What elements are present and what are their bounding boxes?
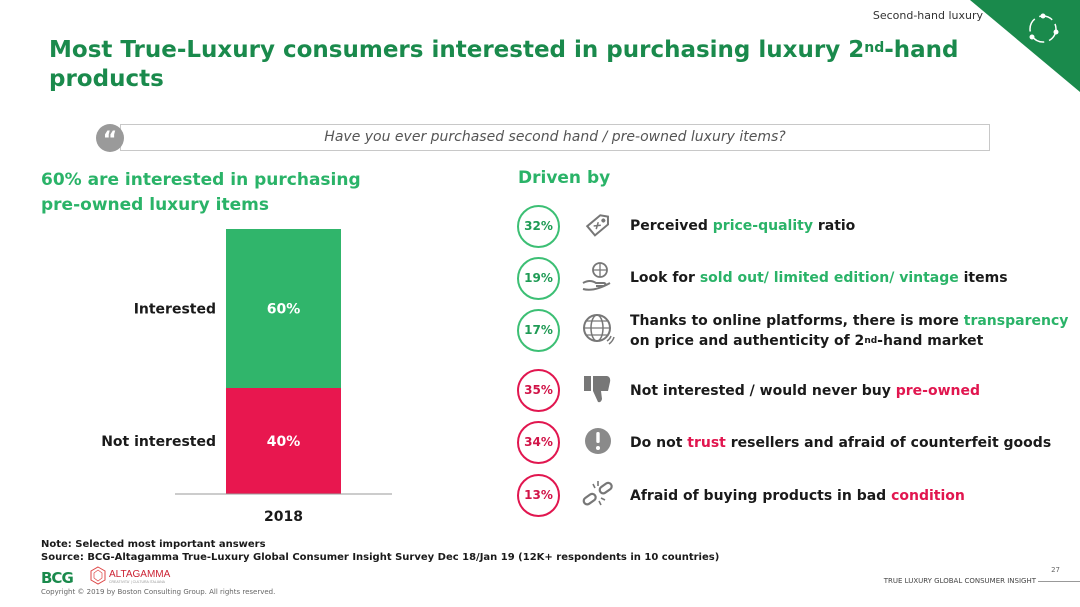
driven-by-heading: Driven by — [518, 168, 611, 188]
section-tag: Second-hand luxury — [872, 9, 983, 22]
driver-pct-2: 19% — [517, 257, 560, 300]
source-note: Note: Selected most important answers Sou… — [41, 539, 720, 563]
driver-pct-3: 17% — [517, 309, 560, 352]
data-label-interested: 60% — [267, 302, 301, 318]
legend-label-interested: Interested — [134, 302, 216, 318]
driver-text-2: Look for sold out/ limited edition/ vint… — [630, 270, 1008, 286]
x-tick-label: 2018 — [264, 509, 303, 525]
left-heading: 60% are interested in purchasing pre-own… — [41, 170, 361, 215]
data-label-not-interested: 40% — [267, 434, 301, 450]
copyright: Copyright © 2019 by Boston Consulting Gr… — [41, 588, 276, 596]
broken-chain-icon — [582, 481, 613, 506]
bcg-logo: BCG — [41, 569, 74, 587]
survey-question: Have you ever purchased second hand / pr… — [324, 129, 786, 145]
hand-globe-icon — [582, 262, 611, 291]
driver-pct-6: 13% — [517, 474, 560, 517]
globe-icon — [583, 314, 615, 345]
svg-text:ALTAGAMMA: ALTAGAMMA — [109, 569, 171, 580]
exclamation-icon — [585, 428, 611, 454]
bar-not-interested — [226, 388, 341, 494]
driver-pct-4: 35% — [517, 369, 560, 412]
driver-pct-1: 32% — [517, 205, 560, 248]
stacked-bar-chart: 40% Not interested 60% Interested 2018 — [101, 229, 392, 525]
driver-pct-5: 34% — [517, 421, 560, 464]
bar-interested — [226, 229, 341, 388]
driver-text-1: Perceived price-quality ratio — [630, 218, 856, 234]
page-number: 27 — [1051, 566, 1060, 574]
quote-icon: “ — [96, 124, 124, 153]
svg-text:CREATIVITA' | CULTURA ITALIANA: CREATIVITA' | CULTURA ITALIANA — [109, 580, 166, 584]
corner-emblem — [970, 0, 1080, 92]
footer-label: TRUE LUXURY GLOBAL CONSUMER INSIGHT — [883, 577, 1036, 585]
driver-text-6: Afraid of buying products in bad conditi… — [630, 488, 965, 504]
footer-line — [1038, 581, 1080, 582]
thumbs-down-icon — [584, 376, 611, 403]
altagamma-logo: ALTAGAMMA CREATIVITA' | CULTURA ITALIANA — [90, 566, 171, 585]
driver-text-3: Thanks to online platforms, there is mor… — [630, 313, 1069, 349]
driver-text-4: Not interested / would never buy pre-own… — [630, 383, 981, 399]
driver-text-5: Do not trust resellers and afraid of cou… — [630, 435, 1052, 451]
page-title: Most True-Luxury consumers interested in… — [49, 37, 959, 92]
legend-label-not-interested: Not interested — [101, 434, 216, 450]
price-tag-icon — [585, 214, 609, 237]
